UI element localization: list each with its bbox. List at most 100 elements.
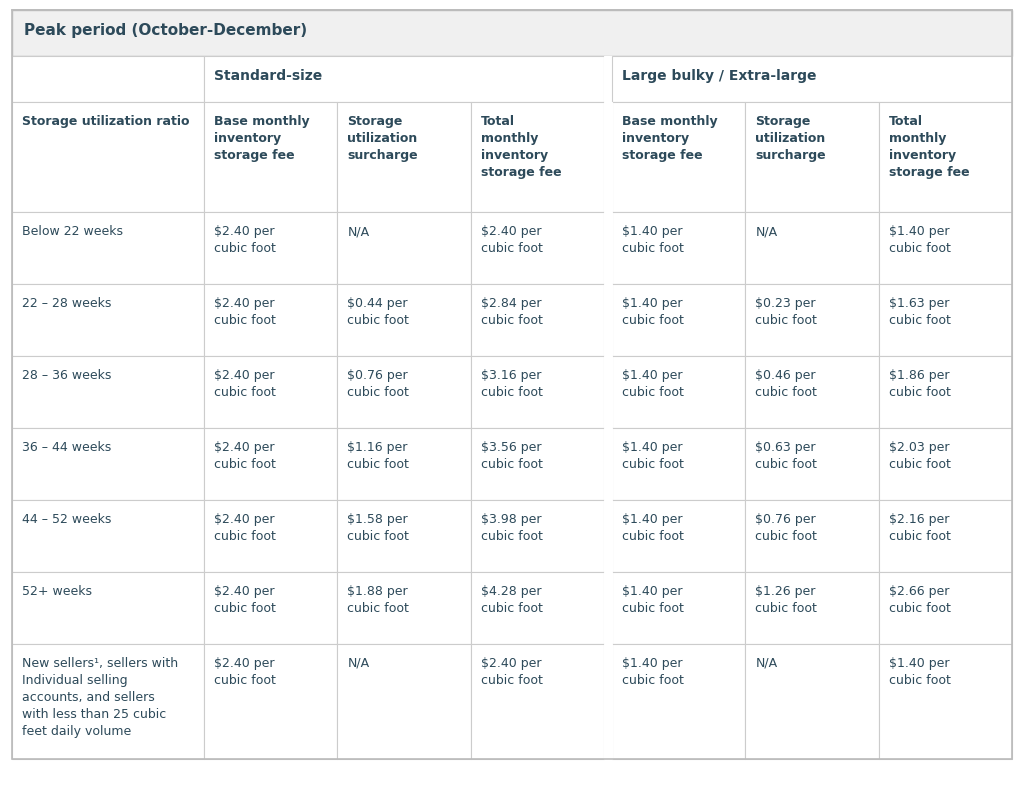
Bar: [879, 102, 1012, 212]
Text: Total
monthly
inventory
storage fee: Total monthly inventory storage fee: [889, 115, 970, 179]
Bar: [612, 572, 745, 644]
Bar: [471, 644, 604, 759]
Bar: [879, 428, 1012, 500]
Bar: [604, 572, 612, 644]
Bar: [12, 56, 204, 102]
Bar: [12, 428, 204, 500]
Bar: [12, 10, 1012, 56]
Bar: [204, 102, 337, 212]
Text: $0.76 per
cubic foot: $0.76 per cubic foot: [347, 369, 410, 399]
Text: $1.88 per
cubic foot: $1.88 per cubic foot: [347, 585, 410, 615]
Text: Total
monthly
inventory
storage fee: Total monthly inventory storage fee: [480, 115, 561, 179]
Text: $0.46 per
cubic foot: $0.46 per cubic foot: [756, 369, 817, 399]
Bar: [471, 500, 604, 572]
Bar: [471, 356, 604, 428]
Text: Large bulky / Extra-large: Large bulky / Extra-large: [622, 69, 816, 83]
Text: $2.40 per
cubic foot: $2.40 per cubic foot: [214, 369, 275, 399]
Text: $2.40 per
cubic foot: $2.40 per cubic foot: [214, 513, 275, 543]
Bar: [12, 212, 204, 284]
Text: $1.40 per
cubic foot: $1.40 per cubic foot: [622, 513, 684, 543]
Bar: [204, 572, 337, 644]
Text: $2.40 per
cubic foot: $2.40 per cubic foot: [480, 657, 543, 687]
Text: $2.40 per
cubic foot: $2.40 per cubic foot: [214, 585, 275, 615]
Bar: [337, 644, 471, 759]
Text: $2.03 per
cubic foot: $2.03 per cubic foot: [889, 441, 950, 471]
Bar: [745, 356, 879, 428]
Bar: [745, 212, 879, 284]
Bar: [604, 212, 612, 284]
Bar: [12, 356, 204, 428]
Bar: [745, 102, 879, 212]
Bar: [879, 356, 1012, 428]
Text: $0.44 per
cubic foot: $0.44 per cubic foot: [347, 297, 410, 327]
Text: N/A: N/A: [756, 225, 777, 238]
Text: $1.58 per
cubic foot: $1.58 per cubic foot: [347, 513, 410, 543]
Text: $4.28 per
cubic foot: $4.28 per cubic foot: [480, 585, 543, 615]
Text: Standard-size: Standard-size: [214, 69, 323, 83]
Bar: [471, 428, 604, 500]
Text: $1.63 per
cubic foot: $1.63 per cubic foot: [889, 297, 950, 327]
Bar: [204, 644, 337, 759]
Bar: [604, 644, 612, 759]
Bar: [204, 356, 337, 428]
Bar: [745, 428, 879, 500]
Text: 36 – 44 weeks: 36 – 44 weeks: [22, 441, 112, 454]
Text: $1.16 per
cubic foot: $1.16 per cubic foot: [347, 441, 410, 471]
Bar: [612, 56, 1012, 102]
Bar: [337, 500, 471, 572]
Text: Storage utilization ratio: Storage utilization ratio: [22, 115, 189, 128]
Text: $0.63 per
cubic foot: $0.63 per cubic foot: [756, 441, 817, 471]
Text: Below 22 weeks: Below 22 weeks: [22, 225, 123, 238]
Bar: [471, 572, 604, 644]
Bar: [12, 572, 204, 644]
Text: N/A: N/A: [756, 657, 777, 670]
Bar: [612, 500, 745, 572]
Bar: [471, 212, 604, 284]
Bar: [612, 428, 745, 500]
Text: Base monthly
inventory
storage fee: Base monthly inventory storage fee: [622, 115, 718, 162]
Bar: [204, 56, 604, 102]
Bar: [12, 284, 204, 356]
Bar: [337, 102, 471, 212]
Bar: [337, 212, 471, 284]
Text: $3.98 per
cubic foot: $3.98 per cubic foot: [480, 513, 543, 543]
Bar: [604, 500, 612, 572]
Bar: [879, 500, 1012, 572]
Text: $0.76 per
cubic foot: $0.76 per cubic foot: [756, 513, 817, 543]
Bar: [612, 212, 745, 284]
Text: 52+ weeks: 52+ weeks: [22, 585, 92, 598]
Text: $2.16 per
cubic foot: $2.16 per cubic foot: [889, 513, 950, 543]
Text: $1.40 per
cubic foot: $1.40 per cubic foot: [622, 441, 684, 471]
Text: 22 – 28 weeks: 22 – 28 weeks: [22, 297, 112, 310]
Text: Storage
utilization
surcharge: Storage utilization surcharge: [756, 115, 826, 162]
Text: New sellers¹, sellers with
Individual selling
accounts, and sellers
with less th: New sellers¹, sellers with Individual se…: [22, 657, 178, 738]
Bar: [879, 644, 1012, 759]
Bar: [879, 284, 1012, 356]
Text: N/A: N/A: [347, 225, 370, 238]
Bar: [879, 212, 1012, 284]
Bar: [604, 102, 612, 212]
Bar: [204, 284, 337, 356]
Bar: [612, 644, 745, 759]
Bar: [337, 428, 471, 500]
Text: $2.40 per
cubic foot: $2.40 per cubic foot: [214, 297, 275, 327]
Text: $2.40 per
cubic foot: $2.40 per cubic foot: [480, 225, 543, 255]
Text: N/A: N/A: [347, 657, 370, 670]
Bar: [12, 102, 204, 212]
Bar: [604, 428, 612, 500]
Text: $1.40 per
cubic foot: $1.40 per cubic foot: [889, 225, 950, 255]
Text: Storage
utilization
surcharge: Storage utilization surcharge: [347, 115, 418, 162]
Bar: [204, 500, 337, 572]
Bar: [471, 284, 604, 356]
Bar: [12, 500, 204, 572]
Text: $1.40 per
cubic foot: $1.40 per cubic foot: [622, 585, 684, 615]
Bar: [745, 284, 879, 356]
Text: $1.40 per
cubic foot: $1.40 per cubic foot: [622, 657, 684, 687]
Text: 44 – 52 weeks: 44 – 52 weeks: [22, 513, 112, 526]
Bar: [745, 500, 879, 572]
Bar: [204, 428, 337, 500]
Bar: [612, 284, 745, 356]
Bar: [471, 102, 604, 212]
Bar: [745, 644, 879, 759]
Bar: [604, 284, 612, 356]
